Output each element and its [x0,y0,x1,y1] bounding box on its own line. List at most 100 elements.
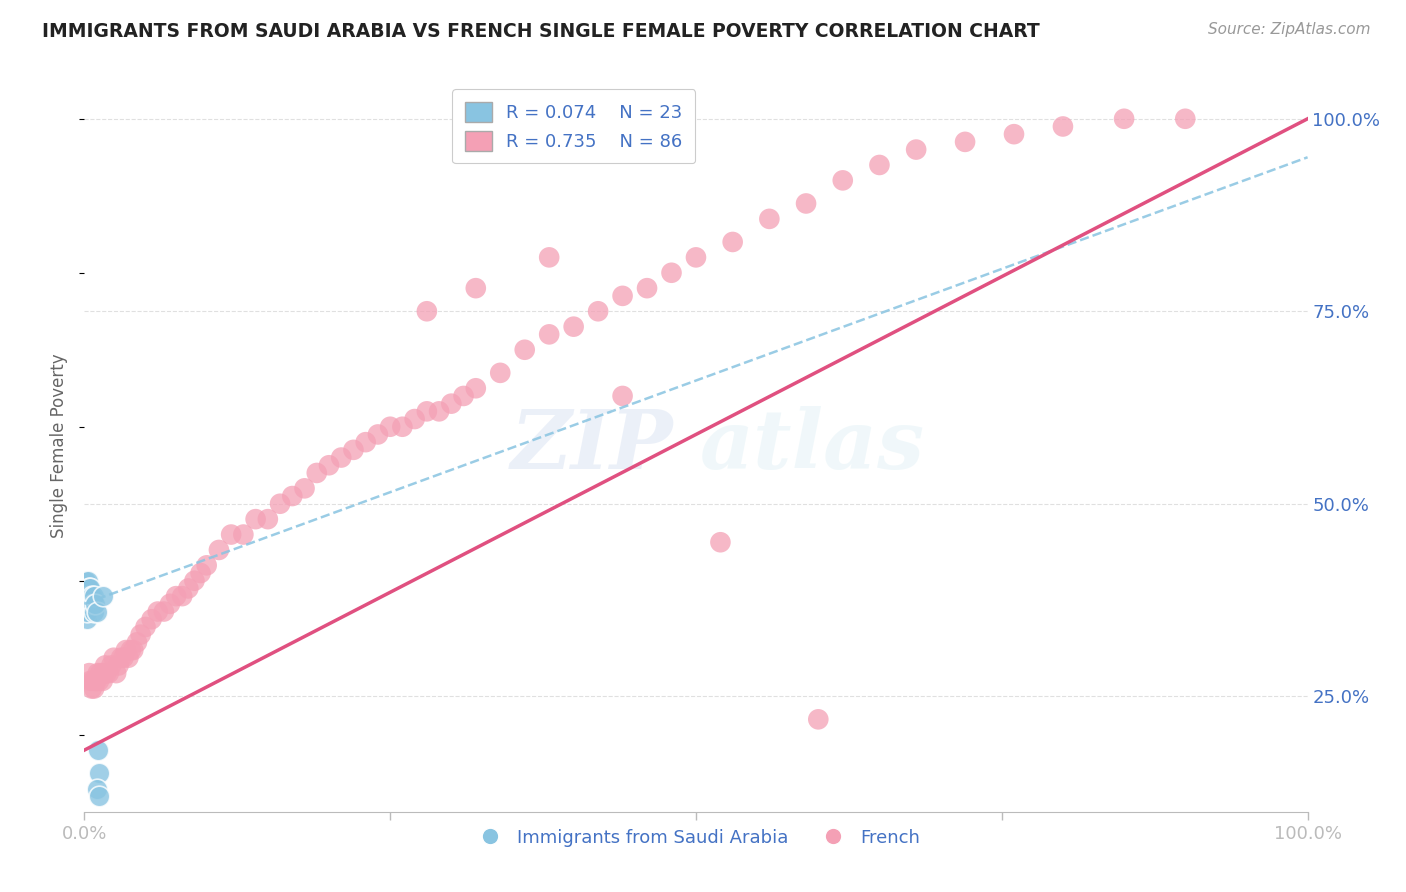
Point [721,235,744,249]
Point [165,589,187,603]
Point [120,643,142,657]
Point [115,643,138,657]
Y-axis label: Single Female Poverty: Single Female Poverty [51,354,69,538]
Point [257,512,280,526]
Point [661,266,683,280]
Point [367,427,389,442]
Point [83,589,105,603]
Point [440,397,463,411]
Point [1174,112,1197,126]
Point [87,673,110,688]
Point [562,319,585,334]
Point [153,605,176,619]
Point [183,574,205,588]
Point [1002,127,1025,141]
Point [831,173,853,187]
Point [208,543,231,558]
Point [79,673,101,688]
Point [685,251,707,265]
Point [245,512,267,526]
Point [77,597,100,611]
Point [80,589,103,603]
Point [125,635,148,649]
Point [89,666,111,681]
Point [122,643,145,657]
Point [76,605,98,619]
Point [105,666,128,681]
Point [77,589,100,603]
Point [404,412,426,426]
Point [75,589,97,603]
Point [91,589,114,603]
Point [80,681,103,696]
Point [172,589,194,603]
Point [87,789,110,804]
Legend: Immigrants from Saudi Arabia, French: Immigrants from Saudi Arabia, French [464,822,928,854]
Point [612,389,634,403]
Point [129,627,152,641]
Point [464,281,486,295]
Point [190,566,212,580]
Point [97,666,120,681]
Point [77,666,100,681]
Point [758,211,780,226]
Point [232,527,254,541]
Point [93,666,115,681]
Point [869,158,891,172]
Point [416,404,439,418]
Point [110,650,132,665]
Point [219,527,242,541]
Point [96,666,118,681]
Point [77,582,100,596]
Point [82,673,104,688]
Point [141,612,163,626]
Point [807,712,830,726]
Point [586,304,609,318]
Point [453,389,475,403]
Point [953,135,976,149]
Point [416,304,439,318]
Point [489,366,512,380]
Point [135,620,157,634]
Point [91,673,114,688]
Point [159,597,181,611]
Point [380,419,402,434]
Point [83,605,105,619]
Point [513,343,536,357]
Point [84,597,107,611]
Point [76,589,98,603]
Point [427,404,450,418]
Point [87,743,110,757]
Point [538,327,561,342]
Point [75,574,97,588]
Point [103,650,125,665]
Point [83,681,105,696]
Point [86,781,108,796]
Point [330,450,353,465]
Point [107,658,129,673]
Point [146,605,169,619]
Point [318,458,340,473]
Point [354,435,377,450]
Point [612,289,634,303]
Point [77,589,100,603]
Point [86,673,108,688]
Point [195,558,218,573]
Point [709,535,731,549]
Point [112,650,135,665]
Point [117,650,139,665]
Point [84,673,107,688]
Point [269,497,291,511]
Point [77,574,100,588]
Point [305,466,328,480]
Point [76,612,98,626]
Point [87,766,110,780]
Text: IMMIGRANTS FROM SAUDI ARABIA VS FRENCH SINGLE FEMALE POVERTY CORRELATION CHART: IMMIGRANTS FROM SAUDI ARABIA VS FRENCH S… [42,22,1040,41]
Point [79,582,101,596]
Point [1052,120,1074,134]
Point [636,281,658,295]
Point [538,251,561,265]
Point [281,489,304,503]
Point [79,589,101,603]
Point [1114,112,1136,126]
